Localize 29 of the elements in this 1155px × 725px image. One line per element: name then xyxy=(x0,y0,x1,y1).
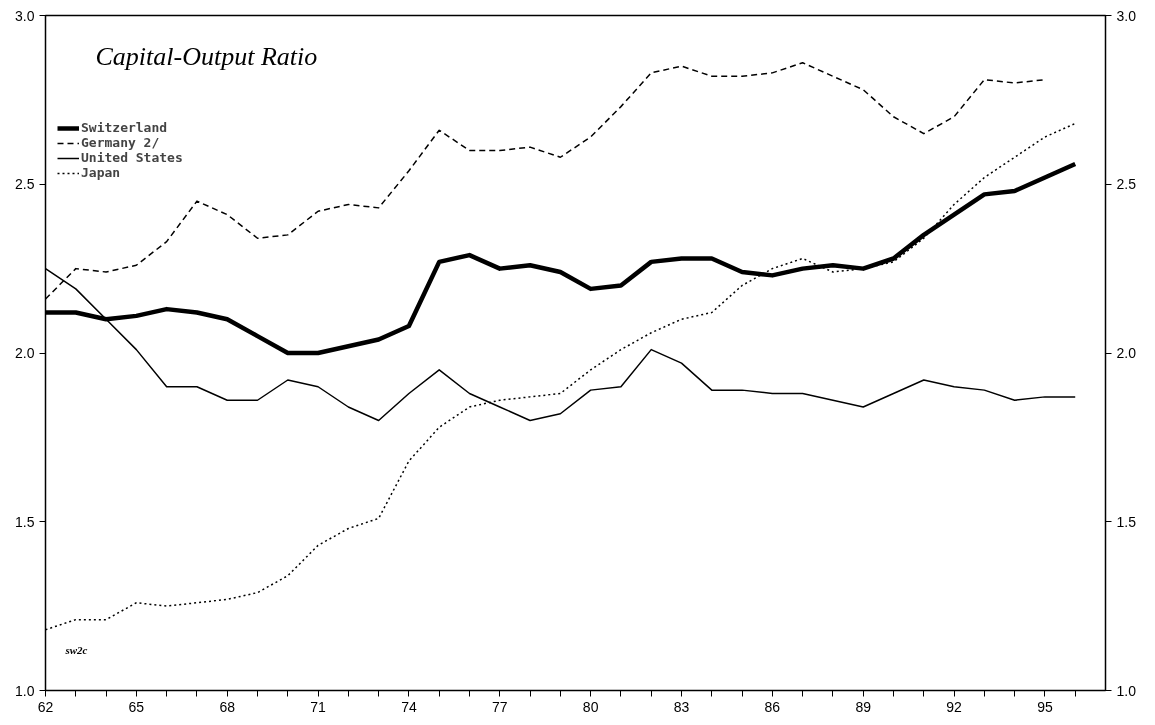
y-tick-label: 2.5 xyxy=(15,176,35,193)
x-tick-label: 83 xyxy=(673,698,690,715)
x-tick-label: 95 xyxy=(1037,698,1053,715)
x-tick-label: 62 xyxy=(37,698,54,715)
y-tick-label: 2.0 xyxy=(15,345,35,361)
x-tick-label: 86 xyxy=(764,698,781,715)
text: Capital-Output Ratio xyxy=(95,41,318,71)
y2-tick-label: 2.0 xyxy=(1116,345,1137,361)
x-tick-label: 92 xyxy=(946,698,963,715)
x-tick-label: 68 xyxy=(219,698,236,715)
x-tick-label: 77 xyxy=(492,698,508,715)
legend-label: Japan xyxy=(81,165,121,180)
y2-tick-label: 3.0 xyxy=(1116,7,1137,24)
x-tick-label: 71 xyxy=(310,698,327,715)
line-series xyxy=(45,122,1076,631)
y-tick-label: 1.5 xyxy=(15,513,35,530)
legend-label: United States xyxy=(81,150,183,165)
x-tick-label: 80 xyxy=(582,698,599,715)
legend-label: Germany 2/ xyxy=(81,135,160,150)
x-tick-label: 89 xyxy=(855,698,872,715)
x-tick-label: 65 xyxy=(128,698,145,715)
legend-label: Switzerland xyxy=(81,120,168,135)
y-tick-label: 3.0 xyxy=(15,7,35,24)
y2-tick-label: 1.0 xyxy=(1116,682,1137,699)
y-tick-label: 1.0 xyxy=(15,682,35,699)
y2-tick-label: 2.5 xyxy=(1116,176,1137,193)
annotation: sw2c xyxy=(64,643,88,656)
x-tick-label: 74 xyxy=(401,698,417,715)
y2-tick-label: 1.5 xyxy=(1116,513,1137,530)
